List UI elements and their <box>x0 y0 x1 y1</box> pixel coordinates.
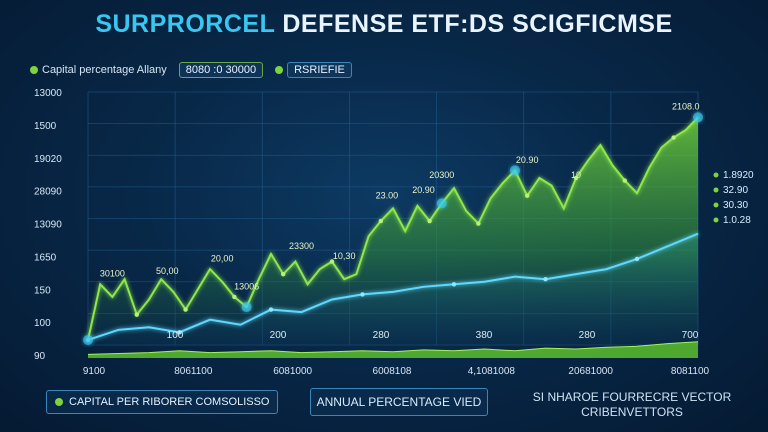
x-tick-label: 200 <box>270 330 287 341</box>
right-value-label: 32.90 <box>723 185 748 196</box>
series-lines <box>87 116 699 355</box>
title-part-1: SURPRORCEL <box>95 10 275 38</box>
green-data-point <box>281 271 286 277</box>
green-data-point <box>329 259 335 264</box>
footer-left-label: CAPITAL PER RIBORER COMSOLISSO <box>69 396 270 408</box>
green-dot-icon <box>30 66 38 74</box>
right-value-label: 1.0.28 <box>723 215 751 226</box>
green-data-point <box>476 221 481 226</box>
footer-mid-label: ANNUAL PERCENTAGE VIED <box>316 395 482 409</box>
bottom-axis-label: 9100 <box>83 366 106 377</box>
y-tick-label: 13000 <box>34 88 62 99</box>
right-label-marker <box>713 217 719 223</box>
x-tick-label: 700 <box>682 330 699 341</box>
highlight-point <box>510 165 520 176</box>
axis-labels: 30100 50,00 20,00 13006 23300 10,30 23.00 20.90… <box>34 88 754 377</box>
green-data-point <box>525 193 530 198</box>
highlight-point <box>83 334 93 345</box>
data-annotation: 10,30 <box>333 251 356 261</box>
blue-series-line <box>87 232 699 341</box>
green-data-point <box>378 218 383 224</box>
green-series-line <box>87 116 699 341</box>
green-series-area <box>88 117 698 345</box>
y-tick-label: 1500 <box>34 121 57 132</box>
bottom-axis-label: 4,1081008 <box>468 366 516 377</box>
bottom-axis-label: 6081000 <box>273 366 312 377</box>
blue-data-point <box>268 307 274 312</box>
series-areas <box>88 117 698 358</box>
green-data-point <box>232 294 237 300</box>
footer-capital-box[interactable]: CAPITAL PER RIBORER COMSOLISSO <box>46 390 278 414</box>
legend-box-2: RSRIEFIE <box>287 62 352 78</box>
right-value-label: 1.8920 <box>723 170 754 181</box>
highlight-point <box>241 302 252 313</box>
blue-data-point <box>360 292 365 297</box>
data-markers <box>83 112 719 345</box>
highlight-point <box>693 112 703 123</box>
green-data-point <box>573 175 579 181</box>
blue-data-point <box>634 256 640 262</box>
footer-annual-box[interactable]: ANNUAL PERCENTAGE VIED <box>310 388 488 416</box>
y-tick-label: 100 <box>34 318 51 329</box>
legend-box-1: 8080 :0 30000 <box>178 62 264 78</box>
bottom-axis-label: 8081100 <box>671 366 710 377</box>
data-annotation: 20,00 <box>211 254 234 264</box>
legend: Capital percentage Allany 8080 :0 30000 … <box>30 60 352 80</box>
data-annotation: 10 <box>571 170 581 180</box>
bottom-series-line <box>87 341 699 355</box>
right-label-marker <box>713 187 719 193</box>
blue-data-point <box>177 330 182 335</box>
right-label-marker <box>713 172 719 178</box>
data-annotation: 2108.0 <box>672 102 700 112</box>
green-data-point <box>134 312 139 317</box>
data-annotation: 50,00 <box>156 266 179 276</box>
x-tick-label: 280 <box>579 330 596 341</box>
green-data-point <box>671 135 676 140</box>
data-annotation: 20.90 <box>412 185 435 195</box>
green-data-point <box>183 307 188 312</box>
y-tick-label: 28090 <box>34 187 62 198</box>
blue-data-point <box>543 277 548 282</box>
legend-label: Capital percentage Allany <box>42 64 167 76</box>
legend-item-rs: RSRIEFIE <box>275 62 352 78</box>
bottom-axis-label: 6008108 <box>373 366 412 377</box>
data-annotation: 23.00 <box>376 190 399 200</box>
bottom-axis-label: 20681000 <box>568 366 613 377</box>
x-tick-label: 100 <box>167 330 184 341</box>
chart-title: SURPRORCEL DEFENSE ETF:DS SCIGFICMSE <box>0 10 768 39</box>
green-dot-icon <box>55 398 63 406</box>
highlight-point <box>436 198 447 209</box>
green-data-point <box>427 218 432 224</box>
x-tick-label: 280 <box>373 330 390 341</box>
data-annotation: 30100 <box>100 269 125 279</box>
data-annotation: 20300 <box>429 170 454 180</box>
bottom-series-area <box>88 341 698 358</box>
x-tick-label: 380 <box>476 330 493 341</box>
green-dot-icon <box>275 66 284 74</box>
right-value-label: 30.30 <box>723 200 748 211</box>
data-annotation: 20.90 <box>516 155 539 165</box>
y-tick-label: 19020 <box>34 154 62 165</box>
bottom-axis-label: 8061100 <box>174 366 213 377</box>
data-annotation: 13006 <box>234 281 259 291</box>
blue-data-point <box>451 282 457 287</box>
title-part-2: DEFENSE ETF:DS SCIGFICMSE <box>282 10 673 38</box>
y-tick-label: 13090 <box>34 220 62 231</box>
y-tick-label: 90 <box>34 351 46 362</box>
legend-item-capital: Capital percentage Allany <box>30 64 167 76</box>
right-label-marker <box>713 202 719 208</box>
y-tick-label: 150 <box>34 285 51 296</box>
green-data-point <box>622 178 627 183</box>
y-tick-label: 1650 <box>34 252 57 263</box>
data-annotation: 23300 <box>289 241 314 251</box>
footer-right-label: SI NHAROE FOURRECRE VECTOR CRIBENVETTORS <box>532 390 732 419</box>
